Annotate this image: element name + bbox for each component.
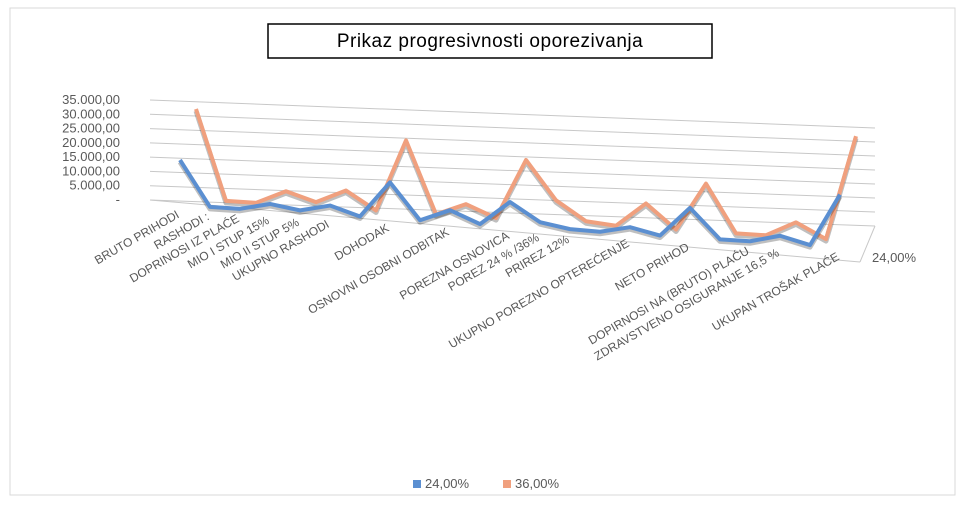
y-tick-label: 10.000,00 (62, 163, 120, 178)
legend-swatch (413, 480, 421, 488)
grid-line (149, 156, 876, 185)
legend-swatch (503, 480, 511, 488)
y-tick-label: - (116, 192, 120, 207)
y-tick-label: 15.000,00 (62, 149, 120, 164)
grid-line (149, 128, 876, 157)
series-line (178, 158, 842, 248)
series-line (194, 108, 858, 242)
series-axis-label: 24,00% (872, 250, 917, 265)
floor-edge (149, 199, 861, 263)
y-tick-label: 30.000,00 (62, 106, 120, 121)
grid-line (149, 142, 876, 171)
y-tick-label: 35.000,00 (62, 92, 120, 107)
grid-line (149, 113, 876, 143)
floor-edge (859, 225, 876, 263)
chart-title: Prikaz progresivnosti oporezivanja (337, 31, 643, 52)
title-box (267, 23, 713, 59)
y-tick-label: 5.000,00 (69, 178, 120, 193)
grid-line (149, 185, 876, 213)
y-tick-label: 20.000,00 (62, 135, 120, 150)
y-tick-label: 25.000,00 (62, 121, 120, 136)
chart-border (9, 7, 956, 496)
legend-label: 24,00% (425, 476, 470, 491)
legend-label: 36,00% (515, 476, 560, 491)
grid-line (149, 99, 876, 129)
